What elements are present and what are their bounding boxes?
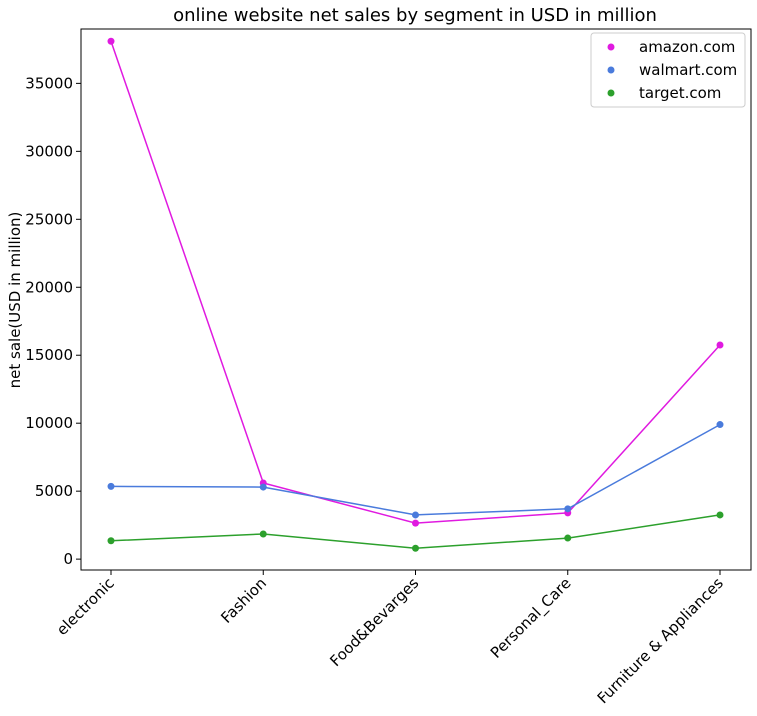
y-tick-label: 5000 [35,482,73,500]
x-tick-label: electronic [53,574,118,639]
data-point [716,421,724,429]
y-tick-label: 15000 [25,346,73,364]
series-line [110,40,721,524]
legend-marker [607,43,615,51]
x-tick-label: Fashion [217,574,270,627]
legend-marker [607,89,615,97]
x-tick-label: Personal_Care [487,574,575,662]
y-tick-label: 25000 [25,210,73,228]
series-line [110,423,721,516]
data-point [412,544,419,552]
data-point [412,511,419,519]
y-tick-label: 0 [63,550,73,568]
legend-label: walmart.com [639,61,737,79]
data-point [716,341,724,349]
data-point [564,505,572,513]
y-tick-label: 10000 [25,414,73,432]
y-axis: 0 5000 10000 15000 20000 25000 30000 35000 [25,74,81,568]
x-tick-label: Furniture & Appliances [594,574,727,707]
series-amazon-com [107,37,724,527]
data-point [259,483,267,491]
y-tick-label: 20000 [25,278,73,296]
data-point [412,519,419,527]
data-point [107,37,115,45]
data-point [107,482,115,490]
x-tick-label: Food&Bevarges [326,574,422,670]
y-axis-label: net sale(USD in million) [6,212,24,389]
y-tick-label: 35000 [25,74,73,92]
series-target-com [107,511,724,552]
legend-marker [607,66,615,74]
data-point [564,534,572,542]
data-point [716,511,724,519]
legend-label: amazon.com [639,38,735,56]
legend-box [590,32,746,108]
data-point [107,537,115,545]
series-layer [107,37,724,552]
x-axis: electronic Fashion Food&Bevarges Personal_C… [53,570,727,707]
legend-label: target.com [639,84,721,102]
chart-title: online website net sales by segment in U… [173,5,657,26]
plot-area-frame [80,28,752,571]
y-tick-label: 30000 [25,142,73,160]
series-walmart-com [107,421,724,519]
data-point [259,530,267,538]
legend: amazon.com walmart.com target.com [590,32,746,108]
